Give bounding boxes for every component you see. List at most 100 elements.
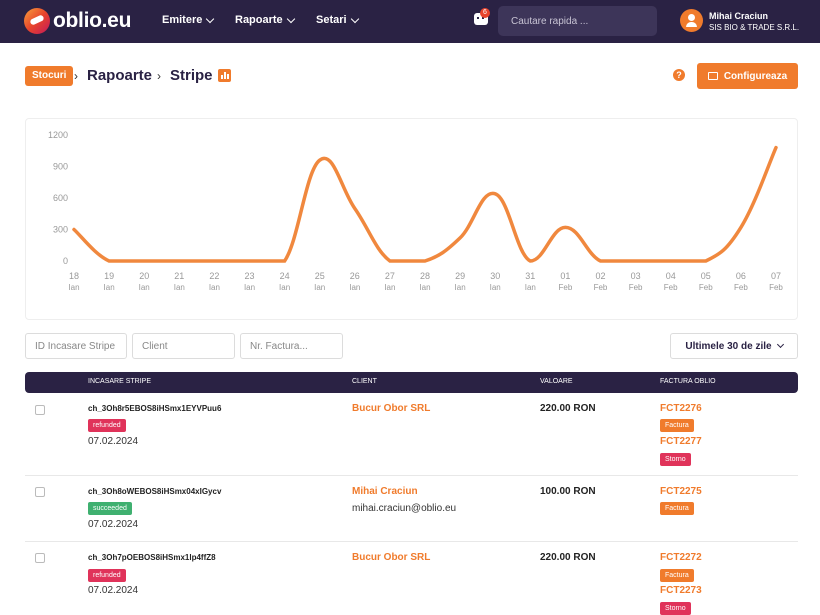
data-point[interactable]	[387, 258, 393, 264]
x-tick-month-label: Ian	[279, 283, 290, 292]
x-tick-label: 26	[350, 271, 360, 281]
invoice-link[interactable]: FCT2276	[660, 403, 702, 414]
data-point[interactable]	[282, 258, 288, 264]
y-tick-label: 300	[53, 225, 68, 235]
x-tick-label: 21	[174, 271, 184, 281]
data-point[interactable]	[352, 206, 358, 212]
y-tick-label: 0	[63, 256, 68, 266]
data-point[interactable]	[527, 258, 533, 264]
data-point[interactable]	[176, 258, 182, 264]
data-point[interactable]	[492, 191, 498, 197]
user-name[interactable]: Mihai Craciun	[709, 11, 769, 21]
logo-text: oblio.eu	[53, 9, 132, 32]
breadcrumb-badge[interactable]: Stocuri	[25, 66, 74, 86]
client-link[interactable]: Bucur Obor SRL	[352, 403, 431, 414]
x-tick-label: 06	[736, 271, 746, 281]
client-link[interactable]: Mihai Craciun	[352, 486, 418, 497]
nav-emitere[interactable]: Emitere	[162, 14, 215, 26]
invoice-link[interactable]: FCT2275	[660, 486, 702, 497]
avatar[interactable]	[680, 9, 703, 32]
x-tick-month-label: Ian	[244, 283, 255, 292]
row-date: 07.02.2024	[88, 585, 139, 596]
x-tick-month-label: Ian	[314, 283, 325, 292]
invoice-filter[interactable]	[240, 333, 343, 359]
data-point[interactable]	[71, 227, 77, 233]
x-tick-label: 31	[525, 271, 535, 281]
x-tick-month-label: Ian	[139, 283, 150, 292]
client-link[interactable]: Bucur Obor SRL	[352, 552, 431, 563]
search-input[interactable]	[498, 6, 657, 36]
stripe-id: ch_3Oh7pOEBOS8iHSmx1lp4ffZ8	[88, 553, 216, 562]
data-point[interactable]	[738, 224, 744, 230]
row-checkbox[interactable]	[35, 487, 45, 497]
breadcrumb-rapoarte[interactable]: Rapoarte	[87, 67, 153, 84]
invoice-link[interactable]: FCT2273	[660, 585, 702, 596]
status-badge: succeeded	[88, 502, 132, 515]
header-invoice: FACTURA OBLIO	[660, 378, 716, 385]
logo[interactable]: oblio.eu	[24, 8, 131, 34]
data-point[interactable]	[703, 258, 709, 264]
invoice-type-badge: Factura	[660, 419, 694, 432]
x-tick-label: 05	[701, 271, 711, 281]
data-point[interactable]	[317, 157, 323, 163]
x-tick-month-label: Ian	[419, 283, 430, 292]
data-point[interactable]	[668, 258, 674, 264]
help-icon[interactable]: ?	[673, 69, 685, 81]
configure-button[interactable]: Configureaza	[697, 63, 798, 89]
invoice-link[interactable]: FCT2277	[660, 436, 702, 447]
data-point[interactable]	[247, 258, 253, 264]
status-badge: refunded	[88, 569, 126, 582]
client-filter[interactable]	[132, 333, 235, 359]
header-value: VALOARE	[540, 378, 573, 385]
nav-rapoarte-label: Rapoarte	[235, 14, 283, 26]
logo-icon	[24, 8, 50, 34]
data-point[interactable]	[633, 258, 639, 264]
x-tick-label: 01	[560, 271, 570, 281]
invoice-type-badge: Factura	[660, 502, 694, 515]
x-tick-month-label: Feb	[629, 283, 643, 292]
nav-rapoarte[interactable]: Rapoarte	[235, 14, 295, 26]
y-tick-label: 900	[53, 162, 68, 172]
data-point[interactable]	[598, 258, 604, 264]
chevron-down-icon	[206, 14, 215, 23]
stripe-id-filter[interactable]	[25, 333, 127, 359]
bar-chart-icon	[218, 69, 231, 82]
period-select[interactable]: Ultimele 30 de zile	[670, 333, 798, 359]
x-tick-month-label: Ian	[490, 283, 501, 292]
data-point[interactable]	[211, 258, 217, 264]
row-checkbox[interactable]	[35, 405, 45, 415]
stripe-id: ch_3Oh8r5EBOS8iHSmx1EYVPuu6	[88, 404, 222, 413]
row-value: 220.00 RON	[540, 552, 596, 563]
page-title: Stripe	[170, 67, 213, 84]
invoice-link[interactable]: FCT2272	[660, 552, 702, 563]
row-checkbox[interactable]	[35, 553, 45, 563]
x-tick-label: 27	[385, 271, 395, 281]
x-tick-month-label: Feb	[594, 283, 608, 292]
data-point[interactable]	[422, 258, 428, 264]
header-stripe: INCASARE STRIPE	[88, 378, 152, 385]
x-tick-label: 24	[280, 271, 290, 281]
x-tick-label: 07	[771, 271, 781, 281]
x-tick-month-label: Ian	[68, 283, 79, 292]
y-tick-label: 600	[53, 193, 68, 203]
configure-label: Configureaza	[723, 70, 788, 82]
data-point[interactable]	[141, 258, 147, 264]
data-point[interactable]	[457, 235, 463, 241]
nav-setari-label: Setari	[316, 14, 347, 26]
x-tick-month-label: Ian	[209, 283, 220, 292]
stripe-id: ch_3Oh8oWEBOS8iHSmx04xIGycv	[88, 487, 222, 496]
row-divider	[25, 541, 798, 542]
x-tick-label: 19	[104, 271, 114, 281]
row-date: 07.02.2024	[88, 436, 139, 447]
client-email: mihai.craciun@oblio.eu	[352, 503, 457, 514]
data-point[interactable]	[562, 224, 568, 230]
nav-setari[interactable]: Setari	[316, 14, 359, 26]
data-point[interactable]	[106, 258, 112, 264]
chevron-down-icon	[776, 340, 784, 349]
breadcrumb-separator-icon: ›	[157, 69, 161, 83]
nav-emitere-label: Emitere	[162, 14, 203, 26]
data-point[interactable]	[773, 145, 779, 151]
invoice-type-badge: Factura	[660, 569, 694, 582]
row-value: 100.00 RON	[540, 486, 596, 497]
stripe-line-chart: 0 300 600 900 1200 18 Ian 19 Ian 20 Ian 21 Ian 22 Ian 2…	[48, 130, 783, 292]
